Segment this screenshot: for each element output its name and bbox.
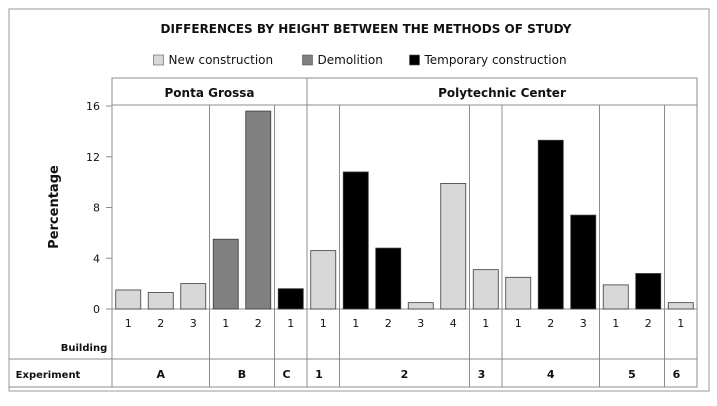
bar <box>342 171 369 310</box>
bar <box>667 302 694 310</box>
experiment-label: 1 <box>315 368 323 381</box>
bar <box>375 247 402 310</box>
bar <box>407 302 434 310</box>
building-tick-label: 3 <box>580 317 587 330</box>
building-tick-label: 2 <box>255 317 262 330</box>
legend-label-2: Demolition <box>318 53 383 67</box>
experiment-label: 2 <box>401 368 409 381</box>
bar <box>147 292 174 310</box>
experiment-label: 5 <box>628 368 636 381</box>
group-label-2: Polytechnic Center <box>438 86 566 100</box>
legend-swatch-3 <box>409 54 420 66</box>
building-tick-label: 1 <box>612 317 619 330</box>
experiment-label: C <box>282 368 290 381</box>
plot-frame <box>111 77 698 388</box>
bar <box>115 289 142 310</box>
experiment-label: B <box>238 368 246 381</box>
group-label-1: Ponta Grossa <box>165 86 255 100</box>
experiment-label: 6 <box>673 368 681 381</box>
building-tick-label: 3 <box>190 317 197 330</box>
experiment-label: A <box>156 368 165 381</box>
building-tick-label: 2 <box>385 317 392 330</box>
building-tick-label: 1 <box>677 317 684 330</box>
bar <box>472 269 499 310</box>
building-tick-label: 1 <box>287 317 294 330</box>
building-tick-label: 1 <box>320 317 327 330</box>
legend-swatch-1 <box>153 54 164 66</box>
building-tick-label: 3 <box>417 317 424 330</box>
building-tick-label: 1 <box>482 317 489 330</box>
y-tick-label: 4 <box>93 252 100 265</box>
building-tick-label: 2 <box>547 317 554 330</box>
experiment-row-label: Experiment <box>16 370 81 381</box>
legend-label-1: New construction <box>169 53 274 67</box>
bar <box>570 214 597 310</box>
bar <box>212 238 239 310</box>
bar <box>310 250 337 310</box>
experiment-label: 3 <box>478 368 486 381</box>
chart-frame <box>8 8 710 392</box>
building-tick-label: 1 <box>125 317 132 330</box>
bar <box>440 182 467 310</box>
building-row-label: Building <box>61 343 107 354</box>
building-tick-label: 2 <box>645 317 652 330</box>
bar <box>505 276 532 310</box>
y-tick-label: 12 <box>86 151 100 164</box>
y-axis-label: Percentage <box>47 165 62 249</box>
y-tick-label: 0 <box>93 303 100 316</box>
bar <box>537 139 564 310</box>
building-tick-label: 2 <box>157 317 164 330</box>
y-tick-label: 8 <box>93 202 100 215</box>
building-tick-label: 1 <box>222 317 229 330</box>
bar <box>245 110 272 310</box>
legend-label-3: Temporary construction <box>424 53 567 67</box>
bar <box>277 288 304 310</box>
bar <box>602 284 629 310</box>
y-tick-label: 16 <box>86 100 100 113</box>
bar <box>635 273 662 310</box>
building-tick-label: 1 <box>515 317 522 330</box>
bar <box>180 283 207 310</box>
legend-swatch-2 <box>302 54 313 66</box>
chart-title: DIFFERENCES BY HEIGHT BETWEEN THE METHOD… <box>161 22 572 36</box>
experiment-label: 4 <box>547 368 555 381</box>
building-tick-label: 1 <box>352 317 359 330</box>
building-tick-label: 4 <box>450 317 457 330</box>
